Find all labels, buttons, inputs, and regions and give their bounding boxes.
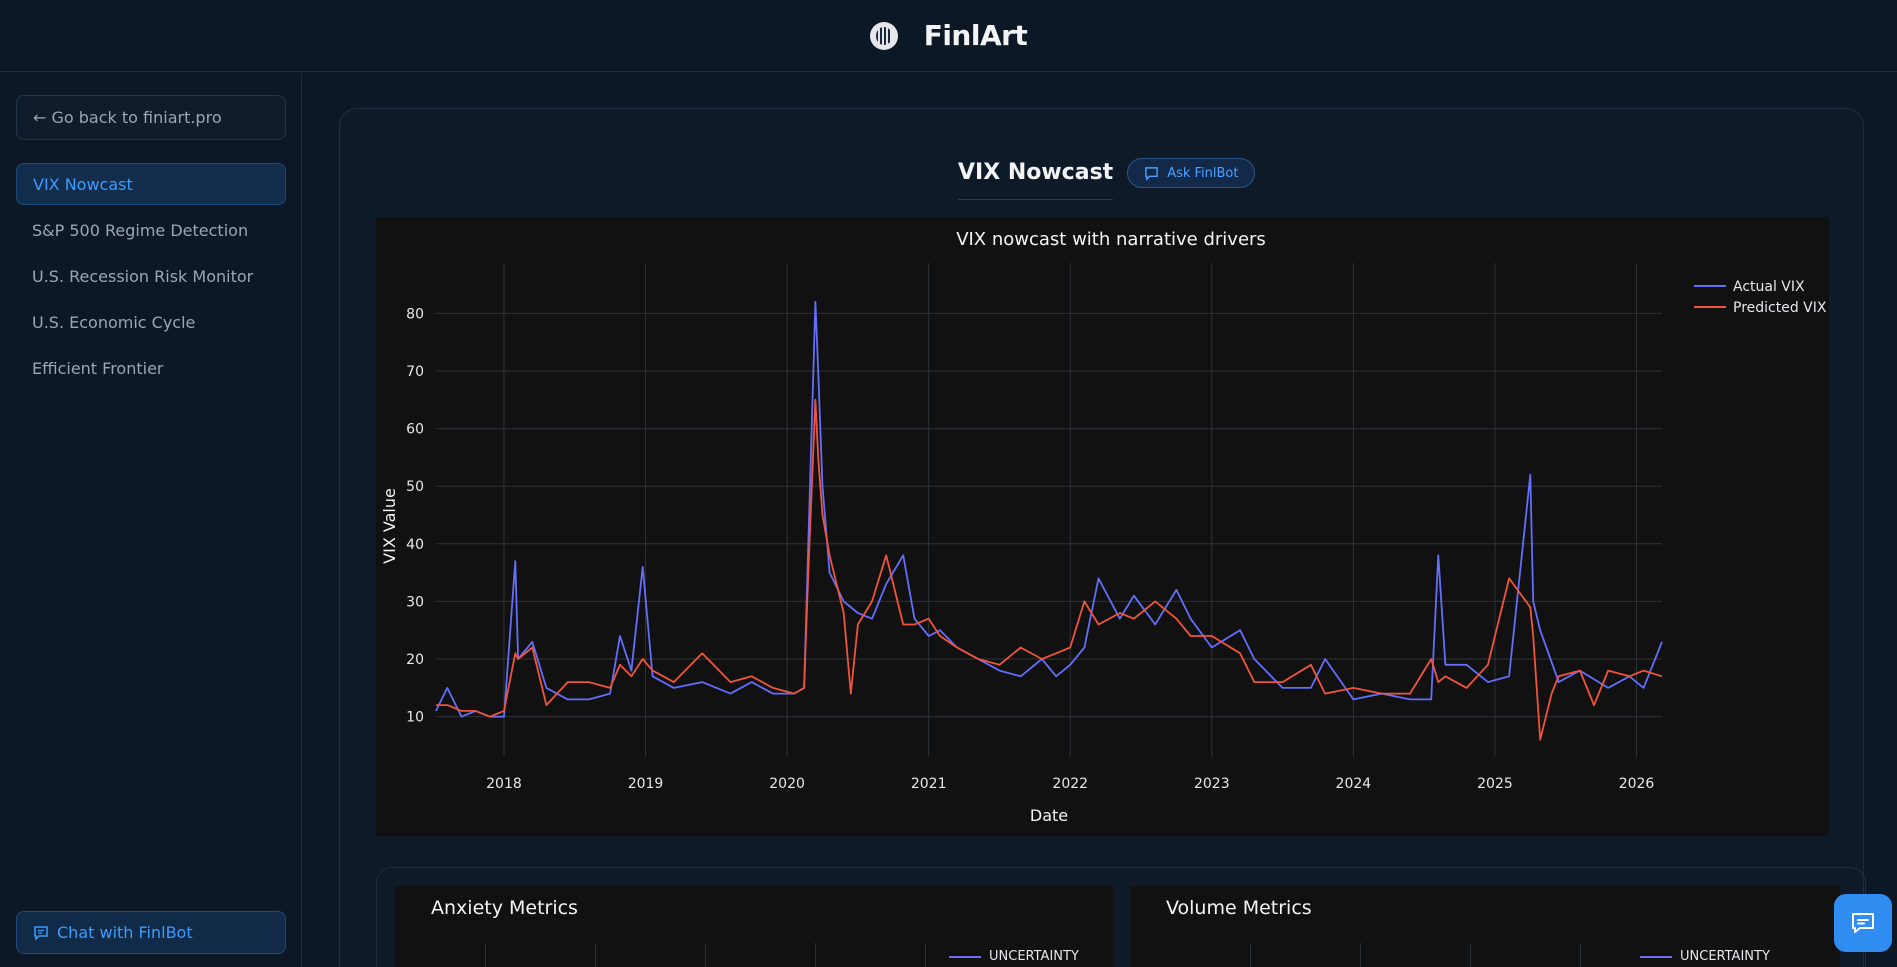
- finlart-logo-icon[interactable]: [869, 21, 898, 50]
- volume-legend-item[interactable]: UNCERTAINTY: [1640, 949, 1770, 964]
- volume-metrics-card[interactable]: Volume Metrics UNCERTAINTY: [1130, 886, 1840, 967]
- chat-bubble-icon: [1852, 913, 1874, 933]
- vix-chart-svg[interactable]: 10 20 30 40 50 60 70 80 2018 2019 2020 2021 2022 2023…: [376, 217, 1829, 836]
- brand-name[interactable]: FinlArt: [923, 19, 1028, 52]
- sidebar-item-sp500-regime-detection[interactable]: S&P 500 Regime Detection: [32, 220, 249, 240]
- anxiety-legend-label: UNCERTAINTY: [989, 949, 1079, 964]
- chat-icon: [34, 925, 48, 941]
- x-tick-label: 2019: [628, 776, 664, 792]
- page-title: VIX Nowcast: [958, 160, 1114, 200]
- grid-line: [1250, 943, 1251, 967]
- legend-swatch: [1640, 955, 1672, 958]
- sidebar-item-efficient-frontier[interactable]: Efficient Frontier: [32, 358, 164, 378]
- ask-finlbot-button[interactable]: Ask FinlBot: [1127, 158, 1256, 188]
- y-axis-label: VIX Value: [380, 488, 399, 564]
- anxiety-legend-item[interactable]: UNCERTAINTY: [949, 949, 1079, 964]
- chat-with-finlbot-label: Chat with FinlBot: [57, 923, 193, 942]
- y-tick-label: 10: [406, 710, 424, 726]
- series-line-actual-vix[interactable]: [435, 300, 1663, 718]
- x-tick-label: 2021: [911, 776, 947, 792]
- chart-title: VIX nowcast with narrative drivers: [956, 229, 1266, 250]
- chat-with-finlbot-button[interactable]: Chat with FinlBot: [16, 911, 286, 954]
- grid-line: [1580, 943, 1581, 967]
- legend-swatch: [949, 955, 981, 958]
- go-back-button[interactable]: ← Go back to finiart.pro: [16, 95, 286, 140]
- grid-line: [705, 943, 706, 967]
- x-tick-label: 2025: [1477, 776, 1513, 792]
- sidebar-nav: VIX Nowcast S&P 500 Regime Detection U.S…: [16, 163, 286, 393]
- volume-metrics-title: Volume Metrics: [1166, 897, 1312, 919]
- sidebar-item-recession-risk-monitor[interactable]: U.S. Recession Risk Monitor: [32, 266, 254, 286]
- y-tick-label: 40: [406, 537, 424, 553]
- x-axis-label: Date: [1030, 806, 1068, 825]
- grid-line: [595, 943, 596, 967]
- x-tick-label: 2020: [769, 776, 805, 792]
- y-tick-label: 30: [406, 594, 424, 610]
- sidebar-item-economic-cycle[interactable]: U.S. Economic Cycle: [32, 312, 196, 332]
- volume-legend-label: UNCERTAINTY: [1680, 949, 1770, 964]
- grid-line: [1360, 943, 1361, 967]
- vix-nowcast-chart[interactable]: 10 20 30 40 50 60 70 80 2018 2019 2020 2021 2022 2023…: [376, 217, 1829, 836]
- anxiety-metrics-card[interactable]: Anxiety Metrics UNCERTAINTY: [395, 886, 1113, 967]
- x-tick-label: 2024: [1336, 776, 1372, 792]
- y-tick-label: 50: [406, 479, 424, 495]
- legend-label: Actual VIX: [1733, 279, 1805, 295]
- grid-line: [485, 943, 486, 967]
- page-header: VIX Nowcast Ask FinlBot: [958, 146, 1256, 200]
- x-tick-label: 2022: [1052, 776, 1088, 792]
- x-tick-label: 2018: [486, 776, 522, 792]
- x-tick-label: 2023: [1194, 776, 1230, 792]
- y-tick-label: 60: [406, 422, 424, 438]
- ask-finlbot-label: Ask FinlBot: [1167, 165, 1239, 181]
- anxiety-metrics-title: Anxiety Metrics: [431, 897, 578, 919]
- chat-icon: [1145, 166, 1159, 181]
- grid-line: [815, 943, 816, 967]
- grid-line: [1470, 943, 1471, 967]
- y-tick-label: 80: [406, 306, 424, 322]
- legend-label: Predicted VIX: [1733, 300, 1827, 316]
- x-tick-label: 2026: [1619, 776, 1655, 792]
- floating-chat-button[interactable]: [1834, 894, 1892, 952]
- y-tick-label: 20: [406, 652, 424, 668]
- series-line-predicted-vix[interactable]: [436, 398, 1663, 741]
- sidebar: ← Go back to finiart.pro VIX Nowcast S&P…: [0, 73, 302, 967]
- top-bar: FinlArt: [0, 0, 1897, 72]
- y-tick-label: 70: [406, 364, 424, 380]
- sidebar-item-vix-nowcast[interactable]: VIX Nowcast: [16, 163, 286, 205]
- grid-line: [925, 943, 926, 967]
